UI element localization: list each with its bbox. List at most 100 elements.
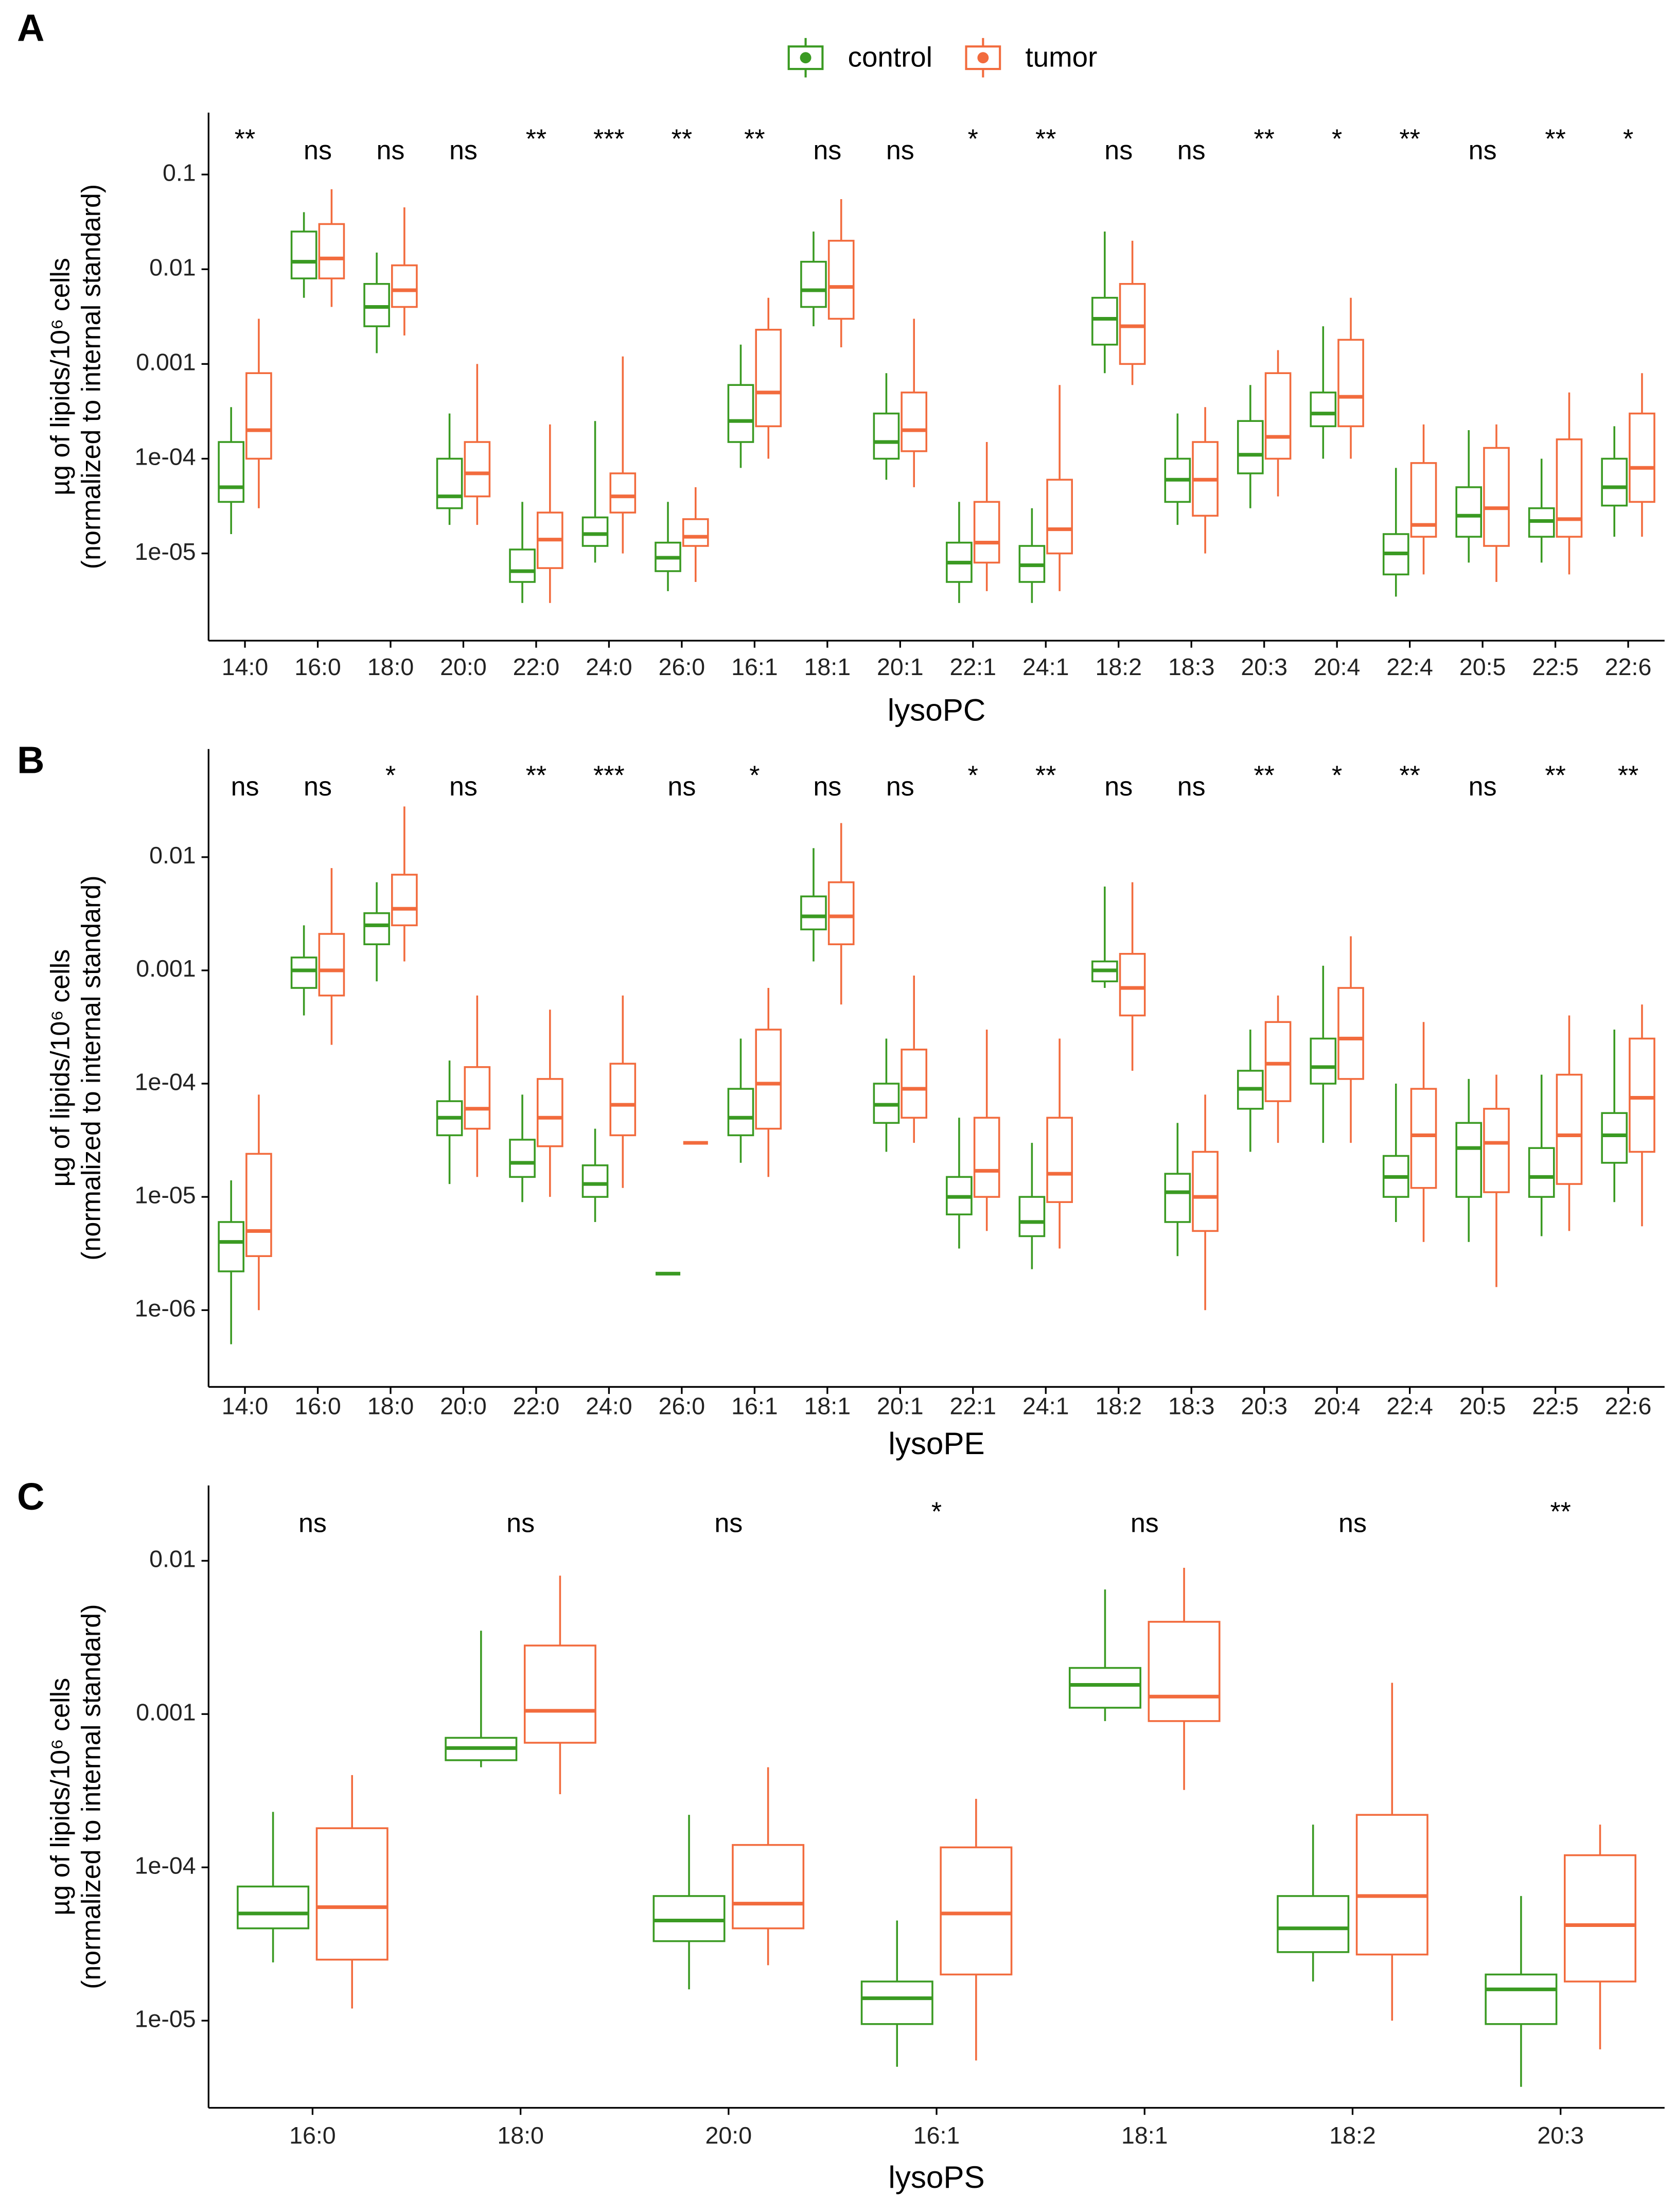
significance-label: ns (231, 772, 259, 802)
box (581, 1164, 609, 1198)
box-control (873, 373, 900, 480)
box (1564, 1854, 1636, 1983)
box (363, 283, 390, 327)
significance-label: * (1332, 760, 1342, 790)
box (1192, 1151, 1219, 1232)
box (245, 372, 272, 460)
box-control (1277, 1825, 1350, 1982)
significance-label: ** (1545, 760, 1565, 790)
box (363, 912, 390, 945)
box (1337, 339, 1364, 428)
legend-label: control (848, 41, 932, 73)
box-control (873, 1038, 900, 1152)
significance-label: ns (506, 1508, 535, 1538)
box (1046, 1117, 1073, 1203)
box (523, 1644, 596, 1744)
box-control (290, 925, 317, 1016)
box (581, 516, 609, 547)
box-tumor (1192, 1094, 1219, 1311)
box-control (436, 413, 463, 525)
box (509, 1139, 536, 1178)
box-control (237, 1812, 310, 1962)
box (827, 240, 855, 320)
x-tick-label: 18:0 (367, 1393, 414, 1420)
significance-label: * (1332, 124, 1342, 154)
box-control (1382, 468, 1409, 597)
box (727, 1088, 754, 1137)
significance-label: ns (304, 135, 332, 165)
box-tumor (1337, 297, 1364, 459)
box-control (363, 252, 390, 353)
y-axis-title: (normalized to internal standard) (77, 875, 107, 1260)
box (1237, 420, 1264, 474)
box-tumor (1148, 1567, 1221, 1790)
panel-label: A (17, 7, 44, 49)
x-tick-label: 18:2 (1095, 653, 1142, 680)
x-tick-label: 20:1 (877, 1393, 924, 1420)
box-tumor (1192, 407, 1219, 554)
box-control (290, 212, 317, 298)
box-tumor (523, 1576, 596, 1795)
significance-label: ** (1035, 124, 1056, 154)
box-tumor (901, 318, 928, 487)
box (464, 1066, 491, 1130)
significance-label: ** (1399, 760, 1420, 790)
box-control (1310, 965, 1337, 1143)
box (732, 1844, 805, 1930)
y-tick-label: 1e-06 (135, 1295, 196, 1322)
x-tick-label: 26:0 (659, 1393, 705, 1420)
significance-label: * (749, 760, 760, 790)
box-tumor (1410, 1022, 1437, 1242)
significance-label: ns (449, 772, 478, 802)
y-tick-label: 1e-04 (135, 1852, 196, 1879)
y-tick-label: 0.01 (149, 254, 196, 281)
x-tick-label: 22:6 (1605, 1393, 1652, 1420)
box-tumor (1264, 995, 1292, 1143)
box (1046, 479, 1073, 555)
box (315, 1827, 389, 1961)
x-tick-label: 18:3 (1168, 653, 1215, 680)
significance-label: ns (304, 772, 332, 802)
x-tick-label: 16:1 (731, 1393, 778, 1420)
box-tumor (1410, 424, 1437, 575)
significance-label: ns (1469, 135, 1497, 165)
box (682, 518, 709, 547)
box-control (581, 421, 609, 563)
box-control (1528, 458, 1555, 563)
significance-label: ns (449, 135, 478, 165)
box (1355, 1814, 1428, 1956)
box (391, 874, 418, 927)
box-tumor (536, 1010, 563, 1197)
x-tick-label: 26:0 (659, 653, 705, 680)
box-tumor (1046, 1038, 1073, 1249)
box (290, 957, 317, 989)
x-tick-label: 20:3 (1241, 653, 1287, 680)
y-tick-label: 1e-05 (135, 1181, 196, 1208)
box (318, 223, 345, 279)
significance-label: ns (667, 772, 696, 802)
box (901, 392, 928, 452)
significance-label: *** (593, 760, 625, 790)
significance-label: ns (1177, 772, 1206, 802)
legend-key-box (965, 45, 1001, 70)
y-tick-label: 1e-05 (135, 538, 196, 565)
box (609, 1063, 637, 1137)
box (290, 231, 317, 279)
box-control (1018, 1143, 1046, 1269)
legend-label: tumor (1025, 41, 1097, 73)
box-tumor (973, 1030, 1000, 1231)
box (1455, 1122, 1483, 1198)
box (536, 1078, 563, 1147)
box-control (1601, 426, 1628, 537)
x-tick-label: 18:1 (804, 1393, 851, 1420)
significance-label: * (1623, 124, 1633, 154)
significance-label: ** (235, 124, 255, 154)
box (901, 1049, 928, 1119)
panel-label: B (17, 739, 44, 782)
y-tick-label: 1e-04 (135, 1068, 196, 1095)
legend-key-dot (977, 52, 989, 64)
significance-label: ** (744, 124, 765, 154)
x-tick-label: 20:1 (877, 653, 924, 680)
box (318, 933, 345, 997)
